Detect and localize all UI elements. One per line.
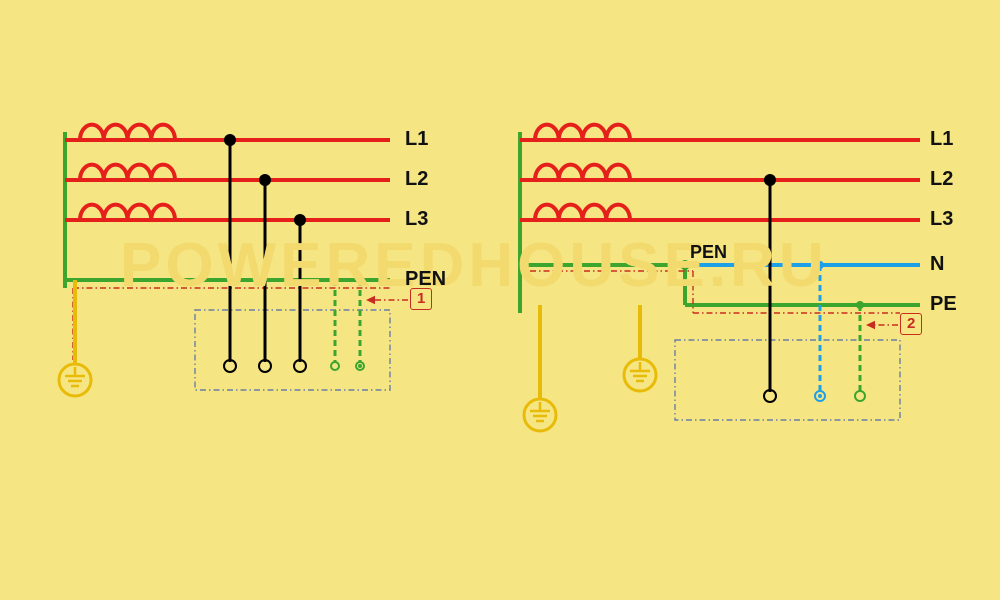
watermark-text: POWEREDHOUSE.RU (120, 230, 828, 301)
label-right-l1: L1 (930, 128, 953, 151)
callout-left: 1 (410, 288, 432, 310)
label-right-pe: PE (930, 293, 957, 316)
label-right-l3: L3 (930, 208, 953, 231)
label-right-l2: L2 (930, 168, 953, 191)
label-left-l1: L1 (405, 128, 428, 151)
label-left-l3: L3 (405, 208, 428, 231)
label-right-pen: PEN (690, 242, 727, 263)
label-right-n: N (930, 253, 944, 276)
callout-right: 2 (900, 313, 922, 335)
diagram-canvas: POWEREDHOUSE.RU L1 L2 L3 PEN 1 L1 L2 L3 … (0, 0, 1000, 600)
label-left-l2: L2 (405, 168, 428, 191)
